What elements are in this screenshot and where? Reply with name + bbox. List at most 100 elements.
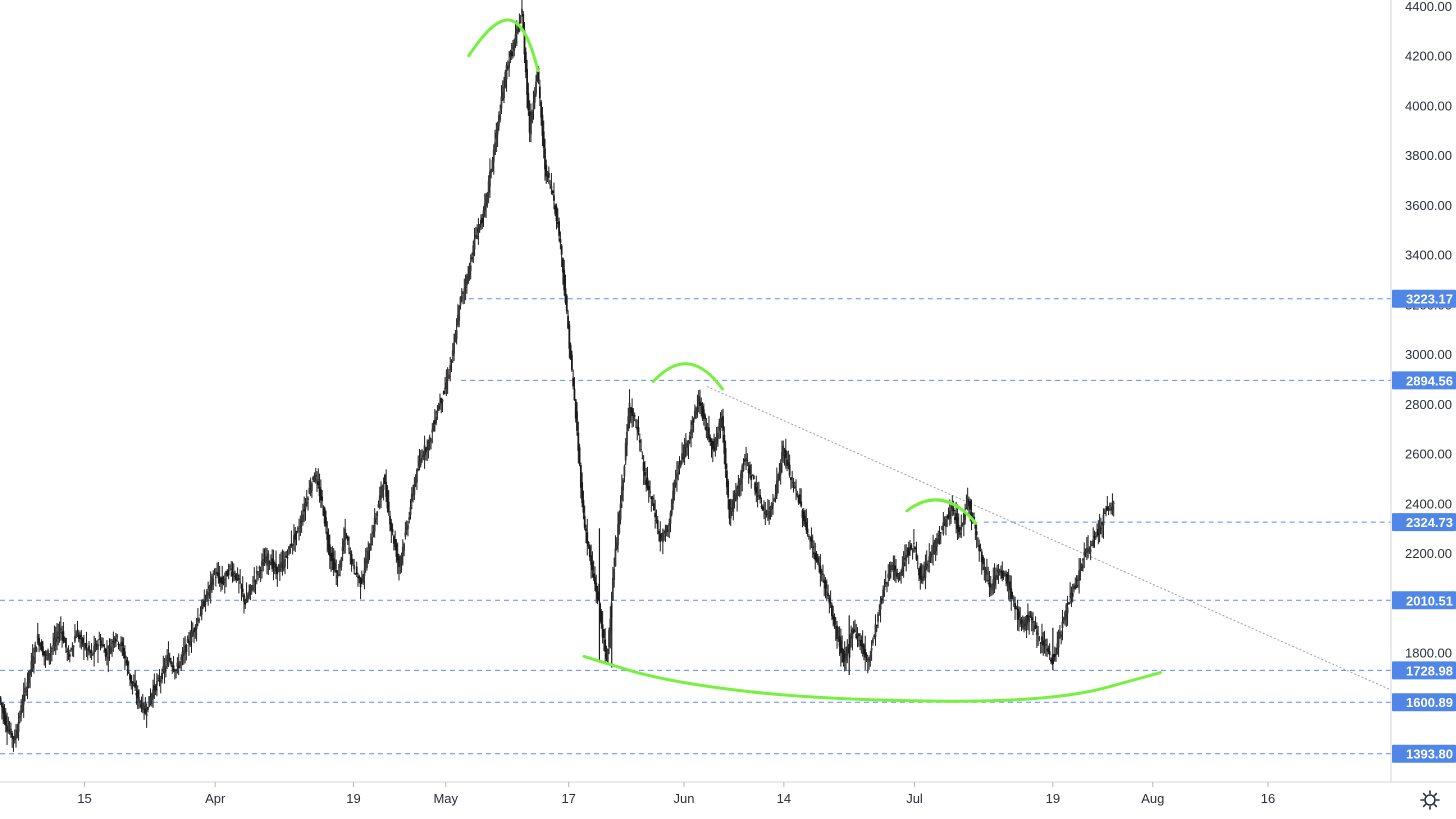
candle-body xyxy=(157,677,160,680)
candle-body xyxy=(1000,569,1002,572)
candle-body xyxy=(6,725,8,732)
candle-body xyxy=(410,494,413,502)
candle-body xyxy=(888,573,891,579)
candle-body xyxy=(553,195,555,201)
candle-body xyxy=(112,640,115,643)
candle-body xyxy=(751,475,754,477)
candle-body xyxy=(464,287,467,289)
candle-body xyxy=(494,142,496,156)
candle-body xyxy=(573,388,576,401)
candle-body xyxy=(207,592,210,596)
candle-body xyxy=(327,534,330,550)
candle-body xyxy=(829,602,832,604)
candle-body xyxy=(782,445,785,457)
candle-body xyxy=(882,589,885,598)
candle-body xyxy=(485,194,487,207)
candle-body xyxy=(510,51,513,57)
candle-body xyxy=(113,637,116,644)
candle-body xyxy=(278,564,281,572)
candle-body xyxy=(408,517,411,521)
candle-body xyxy=(144,708,147,714)
candle-body xyxy=(647,485,650,491)
candle-body xyxy=(1089,549,1092,552)
candle-body xyxy=(1007,582,1010,587)
candle-body xyxy=(1094,537,1097,539)
candle-body xyxy=(1105,510,1107,512)
candle-body xyxy=(462,292,464,294)
candle-body xyxy=(339,560,341,568)
candle-body xyxy=(921,575,924,582)
candle-body xyxy=(528,111,531,133)
candle-body xyxy=(392,536,395,544)
candle-body xyxy=(280,561,283,569)
x-tick-label: 19 xyxy=(1046,791,1060,806)
candle-body xyxy=(450,360,453,363)
candle-body xyxy=(109,647,112,654)
candlestick-series xyxy=(0,0,1115,752)
candle-body xyxy=(162,666,165,671)
candle-body xyxy=(738,480,741,485)
candle-body xyxy=(239,581,242,583)
candle-body xyxy=(100,644,103,646)
candle-body xyxy=(929,554,932,558)
candle-body xyxy=(533,93,536,103)
candle-body xyxy=(235,573,238,580)
candle-body xyxy=(1034,625,1037,629)
candle-body xyxy=(742,465,745,471)
candle-body xyxy=(98,639,101,641)
candle-body xyxy=(677,472,680,474)
candle-body xyxy=(35,647,38,652)
candle-body xyxy=(884,582,887,584)
candle-body xyxy=(385,482,388,497)
candle-body xyxy=(308,488,311,494)
candle-body xyxy=(312,477,315,480)
candle-body xyxy=(568,324,571,349)
candle-body xyxy=(120,642,122,646)
candle-body xyxy=(293,535,295,544)
candle-body xyxy=(318,487,321,497)
trend-line[interactable] xyxy=(706,386,1392,691)
candle-body xyxy=(395,543,398,557)
candle-body xyxy=(793,486,796,489)
candle-body xyxy=(364,560,367,564)
candle-body xyxy=(237,578,240,580)
candle-body xyxy=(86,649,89,651)
candle-body xyxy=(770,502,773,510)
candle-body xyxy=(305,502,308,504)
candle-body xyxy=(802,511,805,522)
candle-body xyxy=(383,474,386,484)
candle-body xyxy=(188,641,190,644)
candle-body xyxy=(819,565,822,575)
candle-body xyxy=(426,446,429,451)
candle-body xyxy=(281,561,284,563)
candle-body xyxy=(9,728,12,735)
candle-body xyxy=(31,656,34,669)
y-tick-label: 3600.00 xyxy=(1405,198,1452,213)
candle-body xyxy=(968,500,970,507)
candle-body xyxy=(786,459,788,467)
candle-body xyxy=(1035,630,1038,636)
candle-body xyxy=(1093,536,1096,538)
candle-body xyxy=(44,654,47,656)
candle-body xyxy=(1080,564,1083,571)
candle-body xyxy=(592,573,595,578)
candle-body xyxy=(964,512,967,521)
candle-body xyxy=(709,437,712,443)
candle-body xyxy=(181,651,184,657)
candle-body xyxy=(8,730,11,732)
candle-body xyxy=(663,532,666,534)
candle-body xyxy=(289,545,292,554)
candle-body xyxy=(783,453,786,455)
candle-body xyxy=(688,435,691,440)
candle-body xyxy=(143,705,145,710)
candle-body xyxy=(1030,617,1033,621)
candle-body xyxy=(161,673,163,680)
y-tick-label: 3800.00 xyxy=(1405,148,1452,163)
settings-icon[interactable] xyxy=(1419,789,1441,811)
y-tick-label: 3400.00 xyxy=(1405,248,1452,263)
candle-body xyxy=(261,561,263,566)
candle-body xyxy=(747,468,750,474)
candle-body xyxy=(409,506,412,515)
candle-body xyxy=(328,544,331,557)
